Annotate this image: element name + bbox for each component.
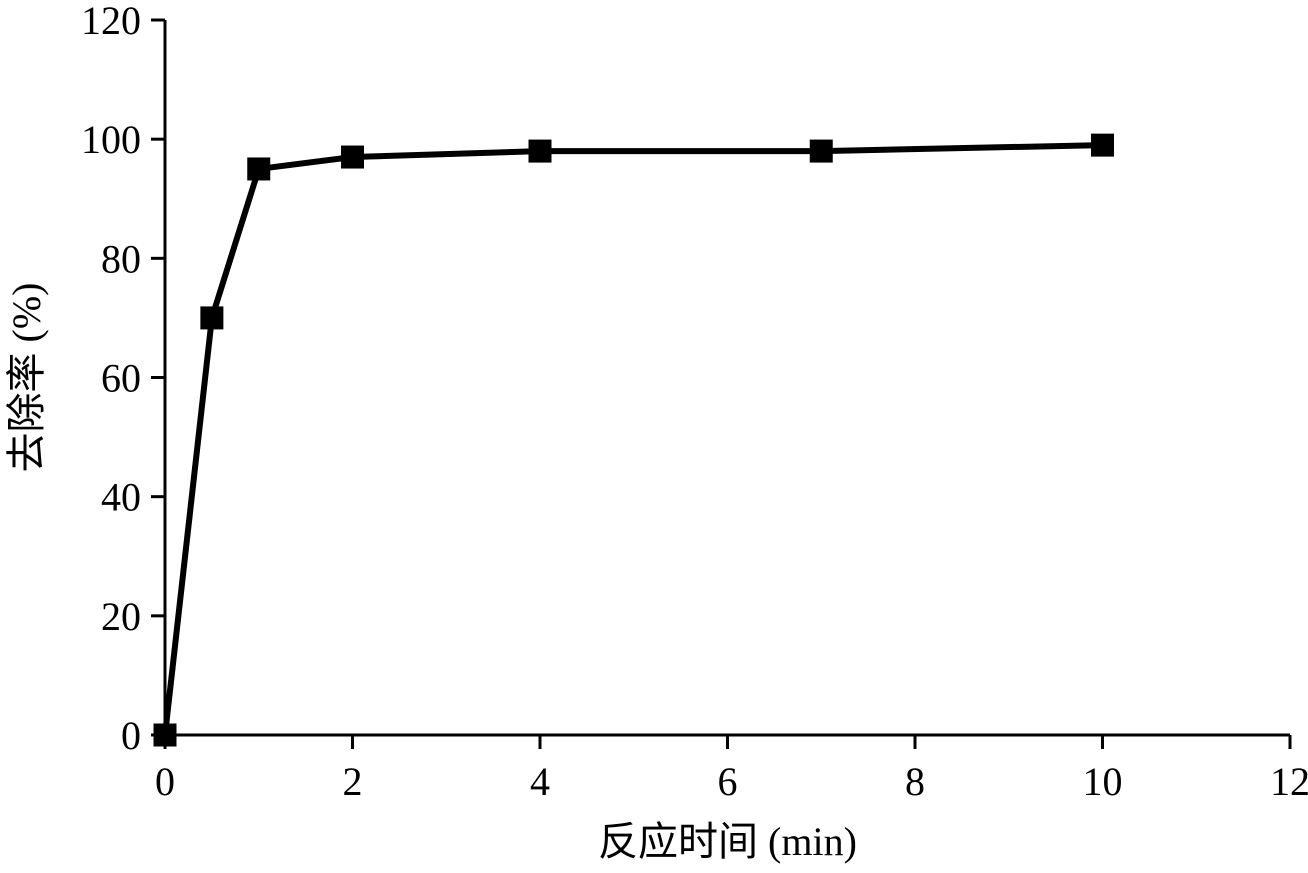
y-tick-label: 40 <box>101 475 141 520</box>
data-point <box>810 140 832 162</box>
data-point <box>529 140 551 162</box>
data-point <box>248 158 270 180</box>
data-point <box>342 146 364 168</box>
data-point <box>1092 134 1114 156</box>
x-tick-label: 2 <box>343 759 363 804</box>
x-tick-label: 12 <box>1270 759 1308 804</box>
x-axis-label: 反应时间 (min) <box>598 819 857 864</box>
x-tick-label: 6 <box>718 759 738 804</box>
y-tick-label: 80 <box>101 236 141 281</box>
x-tick-label: 4 <box>530 759 550 804</box>
x-tick-label: 0 <box>155 759 175 804</box>
chart-container: 024681012020406080100120反应时间 (min)去除率 (%… <box>0 0 1308 873</box>
y-tick-label: 120 <box>81 0 141 43</box>
data-point <box>201 307 223 329</box>
x-tick-label: 8 <box>905 759 925 804</box>
y-axis-label: 去除率 (%) <box>4 283 49 473</box>
data-point <box>154 724 176 746</box>
y-tick-label: 20 <box>101 594 141 639</box>
x-tick-label: 10 <box>1083 759 1123 804</box>
line-chart: 024681012020406080100120反应时间 (min)去除率 (%… <box>0 0 1308 873</box>
y-tick-label: 0 <box>121 713 141 758</box>
y-tick-label: 100 <box>81 117 141 162</box>
y-tick-label: 60 <box>101 356 141 401</box>
